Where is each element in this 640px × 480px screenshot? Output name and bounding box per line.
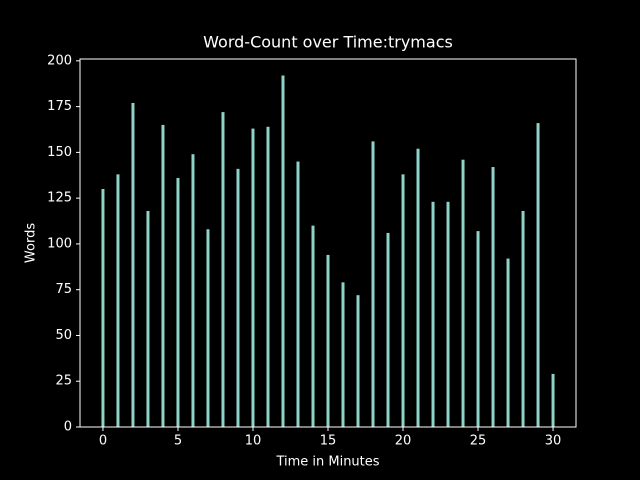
bar (221, 112, 225, 427)
y-tick-label: 0 (64, 420, 72, 435)
bar (341, 282, 345, 427)
bar (206, 229, 210, 427)
bar (236, 168, 240, 427)
bar (131, 102, 135, 427)
y-tick-label: 200 (47, 53, 72, 68)
bar (161, 124, 165, 427)
bar (281, 75, 285, 428)
x-axis-label: Time in Minutes (275, 455, 379, 470)
y-axis-label: Words (24, 223, 39, 263)
x-tick-label: 0 (99, 434, 107, 449)
bar (461, 159, 465, 427)
bar (551, 373, 555, 427)
bar (386, 232, 390, 427)
bar (416, 148, 420, 428)
bar (176, 178, 180, 427)
y-tick-label: 75 (55, 282, 72, 297)
bar (371, 141, 375, 427)
x-tick-label: 5 (174, 434, 182, 449)
bar (101, 188, 105, 427)
bar (401, 174, 405, 427)
bar (251, 128, 255, 427)
y-tick-label: 25 (55, 374, 72, 389)
bar (521, 210, 525, 427)
bar (536, 123, 540, 428)
chart-title: Word-Count over Time:trymacs (203, 33, 453, 52)
bar (311, 225, 315, 427)
x-tick-label: 10 (245, 434, 262, 449)
bar (266, 126, 270, 427)
bar (491, 167, 495, 427)
bar (146, 210, 150, 427)
bar (506, 258, 510, 427)
bar (446, 201, 450, 427)
x-tick-label: 30 (545, 434, 562, 449)
x-tick-label: 20 (395, 434, 412, 449)
x-tick-label: 15 (320, 434, 337, 449)
y-tick-label: 175 (47, 99, 72, 114)
y-tick-label: 150 (47, 145, 72, 160)
bar (116, 174, 120, 427)
y-tick-label: 125 (47, 191, 72, 206)
y-tick-label: 100 (47, 236, 72, 251)
bar (356, 295, 360, 427)
bar (326, 254, 330, 427)
bar (476, 231, 480, 427)
bar (431, 201, 435, 427)
bar (191, 154, 195, 427)
bar (296, 161, 300, 428)
x-tick-label: 25 (470, 434, 487, 449)
y-tick-label: 50 (55, 328, 72, 343)
